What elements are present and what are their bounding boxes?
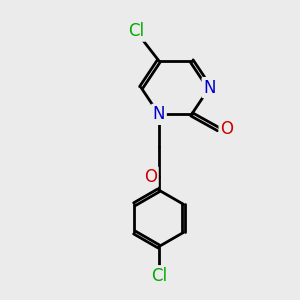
Text: O: O [220, 120, 233, 138]
Text: Cl: Cl [151, 267, 167, 285]
Text: O: O [144, 168, 157, 186]
Text: N: N [203, 79, 216, 97]
Text: Cl: Cl [129, 22, 145, 40]
Text: N: N [153, 105, 165, 123]
